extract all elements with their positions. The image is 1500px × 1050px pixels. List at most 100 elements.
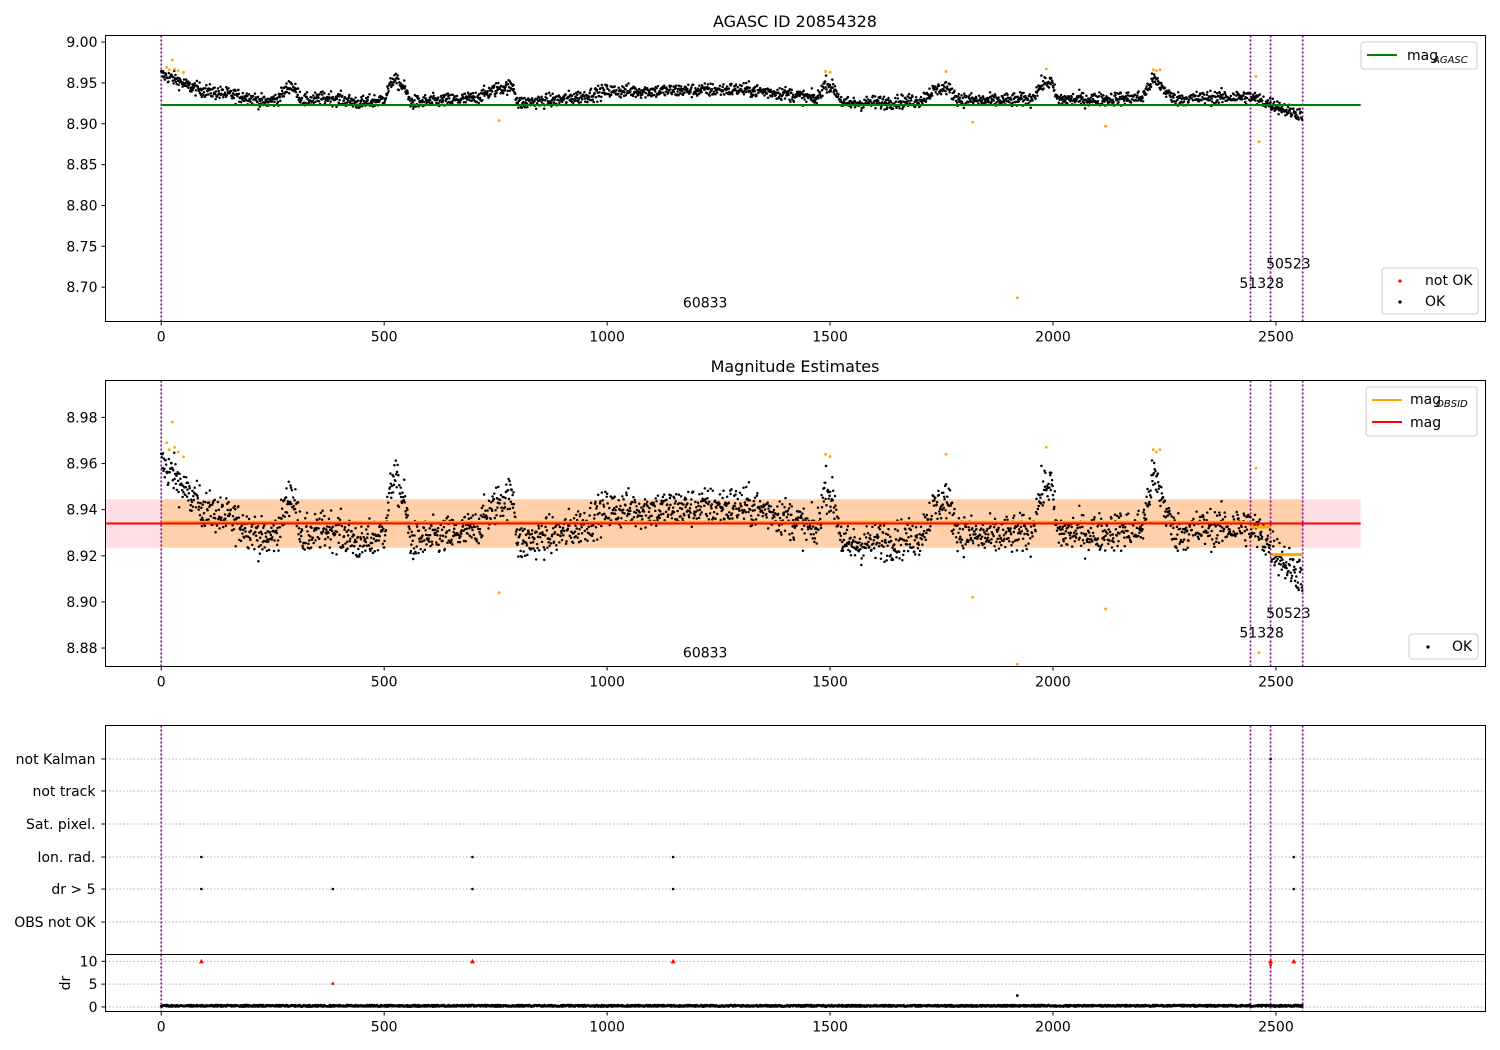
data-point bbox=[199, 518, 203, 522]
data-point bbox=[532, 547, 535, 550]
data-point bbox=[475, 540, 479, 543]
data-point bbox=[959, 541, 962, 544]
data-point bbox=[885, 554, 889, 558]
data-point bbox=[916, 547, 920, 550]
data-point bbox=[264, 531, 267, 535]
data-point bbox=[239, 528, 242, 531]
data-point bbox=[336, 516, 340, 520]
data-point bbox=[1108, 100, 1111, 104]
data-point bbox=[216, 500, 220, 504]
data-point bbox=[371, 551, 375, 555]
data-point bbox=[477, 541, 480, 545]
data-point bbox=[948, 511, 951, 515]
data-point bbox=[1107, 528, 1110, 531]
data-point bbox=[512, 83, 515, 87]
data-point bbox=[583, 529, 587, 533]
data-point bbox=[795, 524, 798, 528]
data-point bbox=[1209, 507, 1212, 511]
data-point bbox=[860, 557, 863, 560]
data-point bbox=[617, 499, 620, 502]
data-point bbox=[1149, 85, 1153, 88]
data-point bbox=[1206, 511, 1209, 514]
outlier-point bbox=[1254, 74, 1258, 78]
data-point bbox=[1082, 91, 1085, 95]
data-point bbox=[320, 518, 324, 521]
data-point bbox=[718, 84, 722, 87]
data-point bbox=[781, 93, 785, 97]
data-point bbox=[1053, 489, 1057, 493]
data-point bbox=[451, 518, 455, 522]
data-point bbox=[194, 506, 198, 509]
data-point bbox=[834, 504, 837, 507]
data-point bbox=[579, 512, 582, 516]
data-point bbox=[220, 516, 223, 519]
data-point bbox=[888, 535, 892, 539]
data-point bbox=[1039, 496, 1042, 499]
data-point bbox=[305, 524, 308, 528]
data-point bbox=[644, 514, 648, 517]
data-point bbox=[911, 95, 914, 99]
data-point bbox=[893, 96, 897, 100]
data-point bbox=[725, 495, 729, 498]
data-point bbox=[997, 547, 1001, 550]
data-point bbox=[543, 534, 547, 537]
data-point bbox=[714, 517, 717, 520]
data-point bbox=[1087, 548, 1090, 552]
data-point bbox=[893, 528, 897, 531]
data-point bbox=[748, 508, 752, 511]
data-point bbox=[197, 508, 200, 511]
data-point bbox=[346, 534, 350, 537]
data-point bbox=[756, 83, 759, 87]
data-point bbox=[907, 516, 911, 520]
data-point bbox=[1004, 97, 1008, 101]
data-point bbox=[621, 495, 624, 498]
data-point bbox=[578, 514, 582, 518]
data-point bbox=[425, 543, 428, 546]
data-point bbox=[1044, 471, 1047, 474]
data-point bbox=[1048, 486, 1051, 489]
data-point bbox=[934, 496, 937, 500]
data-point bbox=[564, 517, 567, 521]
data-point bbox=[815, 101, 818, 105]
data-point bbox=[1036, 507, 1040, 511]
data-point bbox=[508, 507, 512, 511]
data-point bbox=[1036, 94, 1039, 98]
data-point bbox=[301, 546, 305, 550]
data-point bbox=[195, 479, 199, 483]
data-point bbox=[1174, 537, 1178, 541]
data-point bbox=[1078, 504, 1081, 507]
data-point bbox=[196, 494, 199, 498]
data-point bbox=[983, 536, 987, 540]
data-point bbox=[674, 86, 678, 90]
data-point bbox=[205, 83, 208, 87]
data-point bbox=[945, 516, 948, 520]
data-point bbox=[980, 535, 984, 538]
data-point bbox=[703, 504, 706, 507]
data-point bbox=[944, 483, 948, 486]
data-point bbox=[346, 98, 350, 102]
data-point bbox=[366, 525, 370, 528]
data-point bbox=[1110, 517, 1113, 520]
data-point bbox=[1117, 516, 1121, 519]
data-point bbox=[622, 497, 625, 501]
data-point bbox=[1110, 92, 1113, 96]
data-point bbox=[666, 513, 670, 516]
data-point bbox=[727, 87, 731, 90]
data-point bbox=[208, 83, 212, 86]
data-point bbox=[1064, 537, 1067, 540]
data-point bbox=[583, 97, 587, 100]
data-point bbox=[869, 538, 872, 541]
data-point bbox=[218, 96, 221, 99]
data-point bbox=[221, 88, 225, 91]
data-point bbox=[1192, 93, 1195, 96]
data-point bbox=[680, 507, 684, 511]
data-point bbox=[658, 516, 661, 520]
data-point bbox=[163, 467, 166, 471]
data-point bbox=[984, 532, 987, 536]
data-point bbox=[377, 539, 381, 542]
data-point bbox=[753, 508, 756, 512]
data-point bbox=[1021, 537, 1025, 541]
data-point bbox=[960, 538, 964, 542]
data-point bbox=[1145, 85, 1148, 88]
